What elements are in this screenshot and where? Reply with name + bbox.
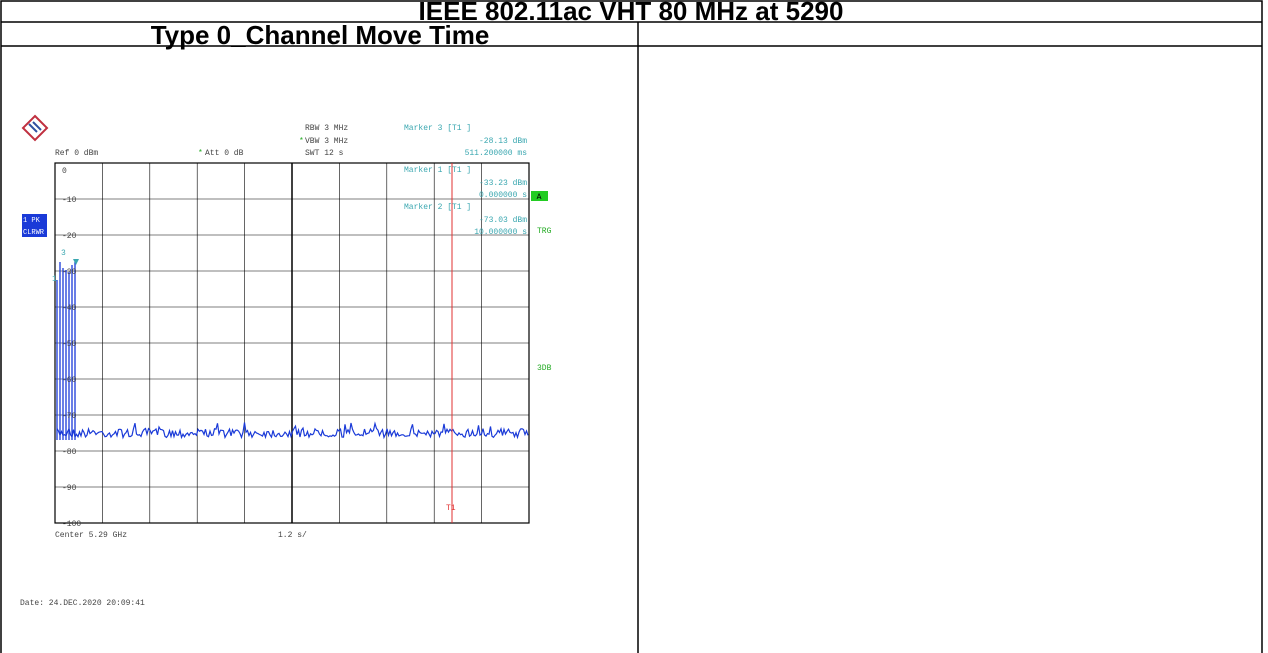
heading: Type 0_Channel Move Time <box>151 20 490 50</box>
marker-time: 10.000000 s <box>474 228 527 237</box>
y-tick-label: -90 <box>62 484 77 493</box>
y-tick-label: -40 <box>62 304 77 313</box>
marker-level: -33.23 dBm <box>479 179 527 188</box>
pk-box <box>22 214 47 237</box>
y-tick-label: -30 <box>62 268 77 277</box>
pk: 1 PK <box>23 217 41 225</box>
marker-level: -28.13 dBm <box>479 137 527 146</box>
att: Att 0 dB <box>205 149 244 158</box>
vbw-star: * <box>299 137 304 146</box>
y-tick-label: -100 <box>62 520 81 529</box>
marker-level: -73.03 dBm <box>479 216 527 225</box>
rbw: RBW 3 MHz <box>305 124 348 133</box>
noise-trace <box>56 421 529 440</box>
y-tick-label: 0 <box>62 167 67 176</box>
y-tick-label: -50 <box>62 340 77 349</box>
3db: 3DB <box>537 364 552 373</box>
y-tick-label: -80 <box>62 448 77 457</box>
marker-time: 0.000000 s <box>479 191 527 200</box>
marker-title: Marker 1 [T1 ] <box>404 166 471 175</box>
y-tick-label: -10 <box>62 196 77 205</box>
marker-3 <box>73 259 79 265</box>
marker-title: Marker 2 [T1 ] <box>404 203 471 212</box>
clrwr: CLRWR <box>23 229 45 237</box>
y-tick-label: -70 <box>62 412 77 421</box>
center: Center 5.29 GHz <box>55 531 127 540</box>
y-tick-label: -60 <box>62 376 77 385</box>
date: Date: 24.DEC.2020 20:09:41 <box>20 599 145 608</box>
logo <box>21 114 49 142</box>
trace <box>56 262 529 440</box>
ref: Ref 0 dBm <box>55 149 98 158</box>
marker-title: Marker 3 [T1 ] <box>404 124 471 133</box>
att-star: * <box>198 149 203 158</box>
vbw: VBW 3 MHz <box>305 137 348 146</box>
badge-a-box <box>531 191 548 201</box>
trg: TRG <box>537 227 552 236</box>
badge-a: A <box>537 193 542 202</box>
span: 1.2 s/ <box>278 531 307 540</box>
marker-1-label: 1 <box>52 275 57 284</box>
marker-time: 511.200000 ms <box>465 149 528 158</box>
swt: SWT 12 s <box>305 149 344 158</box>
grid <box>55 163 529 523</box>
title: IEEE 802.11ac VHT 80 MHz at 5290 <box>419 0 844 26</box>
y-tick-label: -20 <box>62 232 77 241</box>
marker-3-label: 3 <box>61 249 66 258</box>
t1: T1 <box>446 504 456 513</box>
